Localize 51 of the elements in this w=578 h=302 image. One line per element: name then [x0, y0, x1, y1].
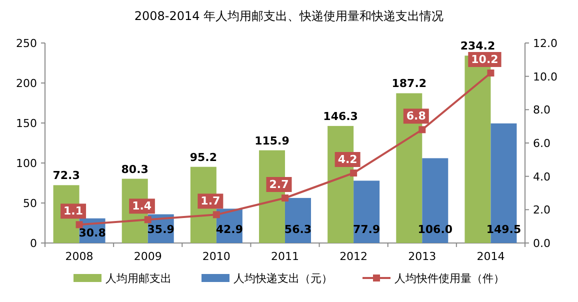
point [350, 170, 358, 176]
data-label: 234.2 [460, 40, 496, 53]
data-label: 35.9 [147, 223, 174, 236]
data-label: 1.1 [64, 204, 84, 218]
data-label: 2.7 [269, 178, 289, 191]
data-label: 6.8 [406, 110, 426, 123]
y-tick-label: 50 [23, 197, 37, 210]
y2-tick-label: 2.0 [533, 204, 550, 217]
x-tick-label: 2010 [202, 250, 230, 263]
y2-tick-label: 8.0 [533, 104, 550, 117]
bar [354, 180, 380, 243]
y2-tick-label: 4.0 [533, 170, 550, 184]
legend-label: 人均用邮支出 [106, 272, 172, 285]
x-tick-label: 2012 [340, 250, 368, 263]
data-label: 10.2 [471, 53, 498, 66]
x-tick-label: 2009 [134, 250, 162, 263]
y-tick-label: 0 [30, 237, 37, 250]
chart-title: 2008-2014 年人均用邮支出、快递使用量和快递支出情况 [134, 9, 444, 23]
y2-tick-label: 0.0 [533, 237, 550, 250]
point [212, 211, 220, 218]
point [144, 216, 152, 224]
data-label: 95.2 [190, 150, 217, 164]
y2-tick-label: 12.0 [533, 37, 558, 50]
data-label: 72.3 [52, 169, 80, 182]
data-label: 146.3 [323, 110, 358, 123]
x-tick-label: 2014 [476, 250, 505, 263]
data-label: 56.3 [284, 223, 312, 236]
y-tick-label: 150 [16, 117, 37, 130]
data-label: 77.9 [353, 223, 380, 236]
point [418, 126, 426, 134]
data-label: 4.2 [338, 153, 358, 166]
legend-label: 人均快递支出（元） [234, 272, 332, 285]
y-tick-label: 250 [16, 37, 37, 50]
x-tick-label: 2013 [408, 250, 436, 263]
x-tick-label: 2011 [271, 250, 299, 263]
data-label: 30.8 [78, 226, 106, 240]
data-label: 80.3 [121, 162, 148, 176]
y2-tick-label: 10.0 [533, 70, 558, 84]
point [487, 70, 494, 76]
x-tick-label: 2008 [65, 250, 94, 263]
point [282, 194, 288, 202]
y-tick-label: 200 [16, 77, 37, 90]
data-label: 42.9 [216, 223, 243, 236]
data-label: 1.7 [200, 194, 220, 208]
data-label: 187.2 [392, 77, 427, 90]
point [76, 221, 83, 228]
data-label: 1.4 [132, 200, 152, 213]
y2-tick-label: 6.0 [533, 137, 550, 150]
data-label: 115.9 [254, 134, 290, 148]
y-tick-label: 100 [16, 157, 37, 170]
legend-label: 人均快件使用量（件） [394, 272, 504, 285]
